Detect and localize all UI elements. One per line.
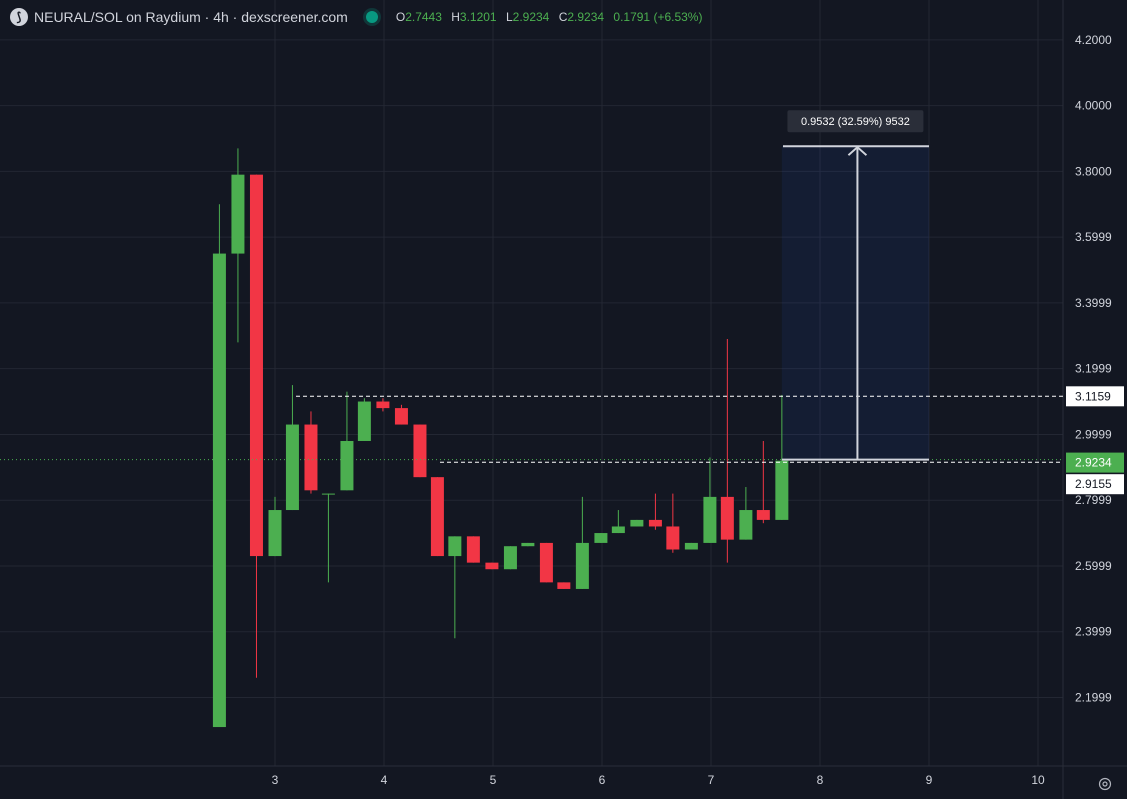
time-tick-label: 8 — [817, 773, 824, 787]
price-tick-label: 2.1999 — [1075, 690, 1112, 704]
time-axis: 3 4 5 6 7 8 9 10 — [272, 773, 1045, 787]
candle-body — [630, 519, 644, 527]
candle-body — [756, 510, 770, 520]
candle-body — [521, 542, 535, 547]
chart-header: ⟆ NEURAL/SOL on Raydium · 4h · dexscreen… — [10, 6, 708, 28]
price-tick-label: 3.3999 — [1075, 296, 1112, 310]
ohlc-close-value: 2.9234 — [567, 10, 605, 24]
price-tick-label: 3.5999 — [1075, 230, 1112, 244]
price-tick-label: 2.7999 — [1075, 493, 1112, 507]
candle-body — [485, 562, 499, 570]
candle-body — [285, 424, 299, 511]
candle-body — [249, 174, 263, 557]
candle-body — [739, 510, 753, 540]
measure-area-fill — [781, 146, 929, 460]
measure-label-box — [787, 110, 924, 133]
chart-title: NEURAL/SOL on Raydium · 4h · dexscreener… — [34, 9, 348, 25]
candle-body — [321, 493, 335, 495]
time-tick-label: 7 — [708, 773, 715, 787]
ref-price-badge: 3.1159 — [1075, 389, 1111, 403]
candle-body — [611, 526, 625, 534]
dexscreener-logo-icon: ⟆ — [10, 8, 28, 26]
time-tick-label: 4 — [381, 773, 388, 787]
candle-body — [557, 582, 571, 589]
time-tick-label: 3 — [272, 773, 279, 787]
measure-arrow-head — [847, 145, 868, 156]
price-tick-label: 2.9999 — [1075, 427, 1112, 441]
price-tick-label: 3.8000 — [1075, 164, 1112, 178]
candle-body — [594, 533, 608, 543]
candle-body — [231, 174, 245, 254]
candle-body — [268, 510, 282, 557]
ohlc-readout: O2.7443 H3.1201 L2.9234 C2.9234 0.1791 (… — [396, 10, 709, 24]
ref-price-badge-bg — [1066, 474, 1124, 495]
measure-area — [781, 146, 929, 460]
candle-body — [304, 424, 318, 491]
candle-body — [703, 496, 717, 543]
price-tick-label: 2.3999 — [1075, 625, 1112, 639]
ohlc-high-key: H — [451, 10, 460, 24]
reference-lines — [0, 395, 1063, 463]
price-axis: 4.2000 4.0000 3.8000 3.5999 3.3999 3.1999 2.99… — [1066, 33, 1124, 704]
candle-body — [666, 526, 680, 550]
candle-body — [720, 496, 734, 540]
last-price-badge: 2.9234 — [1075, 456, 1112, 470]
measure-tool[interactable]: 0.9532 (32.59%) 9532 — [781, 110, 929, 461]
ohlc-close-key: C — [558, 10, 568, 24]
candle-body — [212, 253, 226, 728]
time-tick-label: 5 — [490, 773, 497, 787]
time-tick-label: 10 — [1031, 773, 1045, 787]
candle-body — [376, 401, 390, 409]
ohlc-low-value: 2.9234 — [512, 10, 550, 24]
price-tick-label: 4.0000 — [1075, 99, 1112, 113]
ohlc-high-value: 3.1201 — [459, 10, 497, 24]
candle-body — [775, 460, 789, 520]
candle-body — [503, 546, 517, 570]
candle-body — [340, 440, 354, 491]
time-tick-label: 9 — [926, 773, 933, 787]
settings-gear-icon[interactable] — [1097, 776, 1113, 792]
candle-body — [648, 519, 662, 527]
candle-body — [394, 408, 408, 425]
candle-body — [575, 542, 589, 589]
candle-body — [466, 536, 480, 563]
ohlc-low-key: L — [505, 10, 513, 24]
price-tick-label: 2.5999 — [1075, 559, 1112, 573]
price-tick-label: 4.2000 — [1075, 33, 1112, 47]
candle-body — [539, 542, 553, 583]
measure-label: 0.9532 (32.59%) 9532 — [801, 116, 910, 128]
ohlc-change-value: 0.1791 (+6.53%) — [613, 10, 703, 24]
time-tick-label: 6 — [599, 773, 606, 787]
ref-price-badge: 2.9155 — [1075, 477, 1112, 491]
last-price-badge-bg — [1066, 452, 1124, 473]
live-status-icon — [365, 11, 378, 23]
ref-price-badge-bg — [1066, 386, 1124, 407]
ohlc-open-key: O — [395, 10, 406, 24]
candle-body — [684, 542, 698, 550]
ohlc-open-value: 2.7443 — [405, 10, 442, 24]
candle-body — [357, 401, 371, 441]
candle-body — [430, 477, 444, 557]
candles — [212, 148, 789, 728]
price-tick-label: 3.1999 — [1075, 362, 1112, 376]
candle-body — [413, 424, 427, 478]
candle-body — [448, 536, 462, 557]
